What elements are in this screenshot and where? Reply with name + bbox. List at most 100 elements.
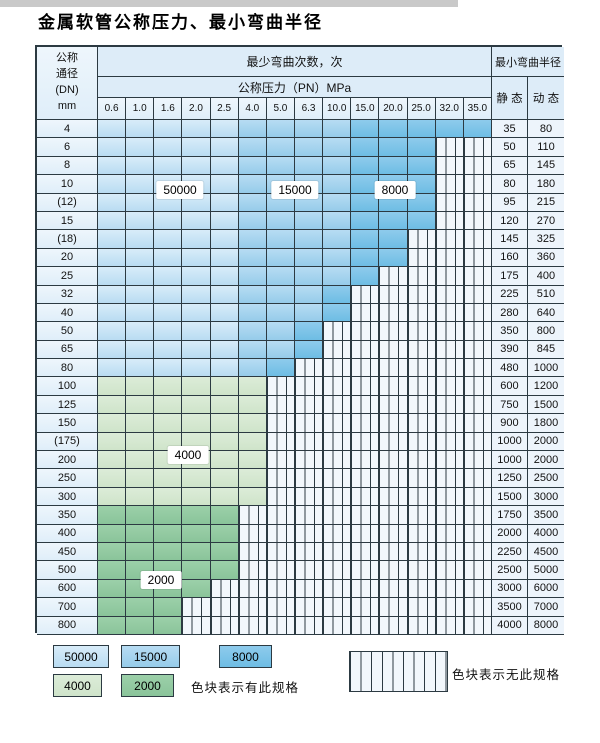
spec-cell: [98, 322, 127, 341]
no-spec-cell: [407, 414, 436, 433]
no-spec-cell: [435, 359, 464, 378]
dn-cell: 4: [37, 120, 98, 139]
dn-cell: 800: [37, 616, 98, 635]
no-spec-cell: [379, 616, 408, 635]
table-row: 150 900 1800: [37, 414, 564, 433]
no-spec-cell: [463, 267, 492, 286]
no-spec-cell: [463, 616, 492, 635]
spec-cell: [182, 211, 211, 231]
no-spec-cell: [323, 506, 352, 525]
spec-cell: [266, 120, 295, 139]
spec-cell: [182, 175, 211, 194]
table-row: 250 1250 2500: [37, 469, 564, 488]
spec-cell: [126, 579, 155, 599]
spec-cell: [238, 193, 267, 212]
spec-cell: [154, 303, 183, 323]
no-spec-cell: [435, 414, 464, 433]
no-spec-cell: [266, 598, 295, 617]
no-spec-cell: [407, 598, 436, 617]
spec-cell: [294, 175, 324, 194]
spec-cell: [154, 395, 183, 415]
dynamic-radius-cell: 80: [527, 120, 564, 139]
no-spec-cell: [407, 616, 436, 635]
spec-cell: [266, 156, 295, 176]
no-spec-cell: [435, 211, 464, 231]
spec-cell: [98, 414, 127, 433]
no-spec-cell: [379, 451, 408, 470]
spec-cell: [351, 248, 380, 268]
spec-cell: [294, 193, 324, 212]
no-spec-cell: [407, 524, 436, 543]
table-row: 25 175 400: [37, 267, 564, 286]
no-spec-cell: [323, 359, 352, 378]
spec-cell: [238, 451, 267, 470]
no-spec-cell: [266, 377, 295, 396]
spec-cell: [294, 303, 324, 323]
table-row: 300 1500 3000: [37, 487, 564, 507]
spec-cell: [210, 359, 239, 378]
no-spec-cell: [463, 156, 492, 176]
no-spec-cell: [351, 616, 380, 635]
spec-cell: [294, 211, 324, 231]
no-spec-cell: [463, 598, 492, 617]
dn-cell: 65: [37, 340, 98, 360]
static-radius-cell: 390: [491, 340, 528, 360]
no-spec-cell: [351, 524, 380, 543]
no-spec-cell: [407, 506, 436, 525]
spec-cell: [379, 211, 408, 231]
spec-cell: [238, 359, 267, 378]
spec-cell: [126, 340, 155, 360]
spec-cell: [182, 359, 211, 378]
spec-cell: [182, 377, 211, 396]
spec-cell: [154, 175, 183, 194]
no-spec-cell: [294, 524, 324, 543]
pressure-tick: 2.5: [210, 98, 239, 120]
corner-line-1: 公称: [56, 52, 78, 64]
spec-cell: [126, 120, 155, 139]
no-spec-cell: [435, 506, 464, 525]
dynamic-radius-cell: 2000: [527, 432, 564, 452]
no-spec-cell: [379, 579, 408, 599]
spec-cell: [98, 340, 127, 360]
no-spec-cell: [379, 267, 408, 286]
spec-cell: [182, 579, 211, 599]
no-spec-cell: [435, 138, 464, 157]
pressure-tick: 1.6: [154, 98, 183, 120]
spec-cell: [323, 230, 352, 249]
spec-cell: [323, 156, 352, 176]
no-spec-cell: [266, 487, 295, 507]
spec-cell: [98, 616, 127, 635]
no-spec-cell: [294, 542, 324, 562]
no-spec-cell: [435, 175, 464, 194]
static-radius-cell: 2250: [491, 542, 528, 562]
no-spec-cell: [379, 340, 408, 360]
spec-cell: [154, 138, 183, 157]
spec-cell: [323, 303, 352, 323]
spec-cell: [182, 267, 211, 286]
no-spec-cell: [210, 598, 239, 617]
spec-cell: [154, 322, 183, 341]
corner-line-2: 通径: [56, 68, 78, 80]
table-row: 80 480 1000: [37, 359, 564, 378]
no-spec-cell: [463, 211, 492, 231]
spec-cell: [210, 193, 239, 212]
spec-cell: [379, 138, 408, 157]
spec-cell: [182, 469, 211, 488]
no-spec-cell: [351, 285, 380, 304]
spec-cell: [238, 248, 267, 268]
no-spec-cell: [379, 469, 408, 488]
spec-cell: [294, 138, 324, 157]
table-row: 100 600 1200: [37, 377, 564, 396]
spec-cell: [407, 175, 436, 194]
spec-cell: [463, 120, 492, 139]
static-radius-cell: 1750: [491, 506, 528, 525]
spec-cell: [238, 322, 267, 341]
dynamic-radius-cell: 7000: [527, 598, 564, 617]
corner-header: 公称 通径 (DN) mm: [37, 47, 98, 120]
no-spec-cell: [435, 469, 464, 488]
spec-cell: [126, 598, 155, 617]
no-spec-cell: [379, 524, 408, 543]
spec-cell: [294, 248, 324, 268]
bend-cycles-header: 最少弯曲次数，次: [98, 47, 492, 77]
table-row: (18) 145 325: [37, 230, 564, 249]
